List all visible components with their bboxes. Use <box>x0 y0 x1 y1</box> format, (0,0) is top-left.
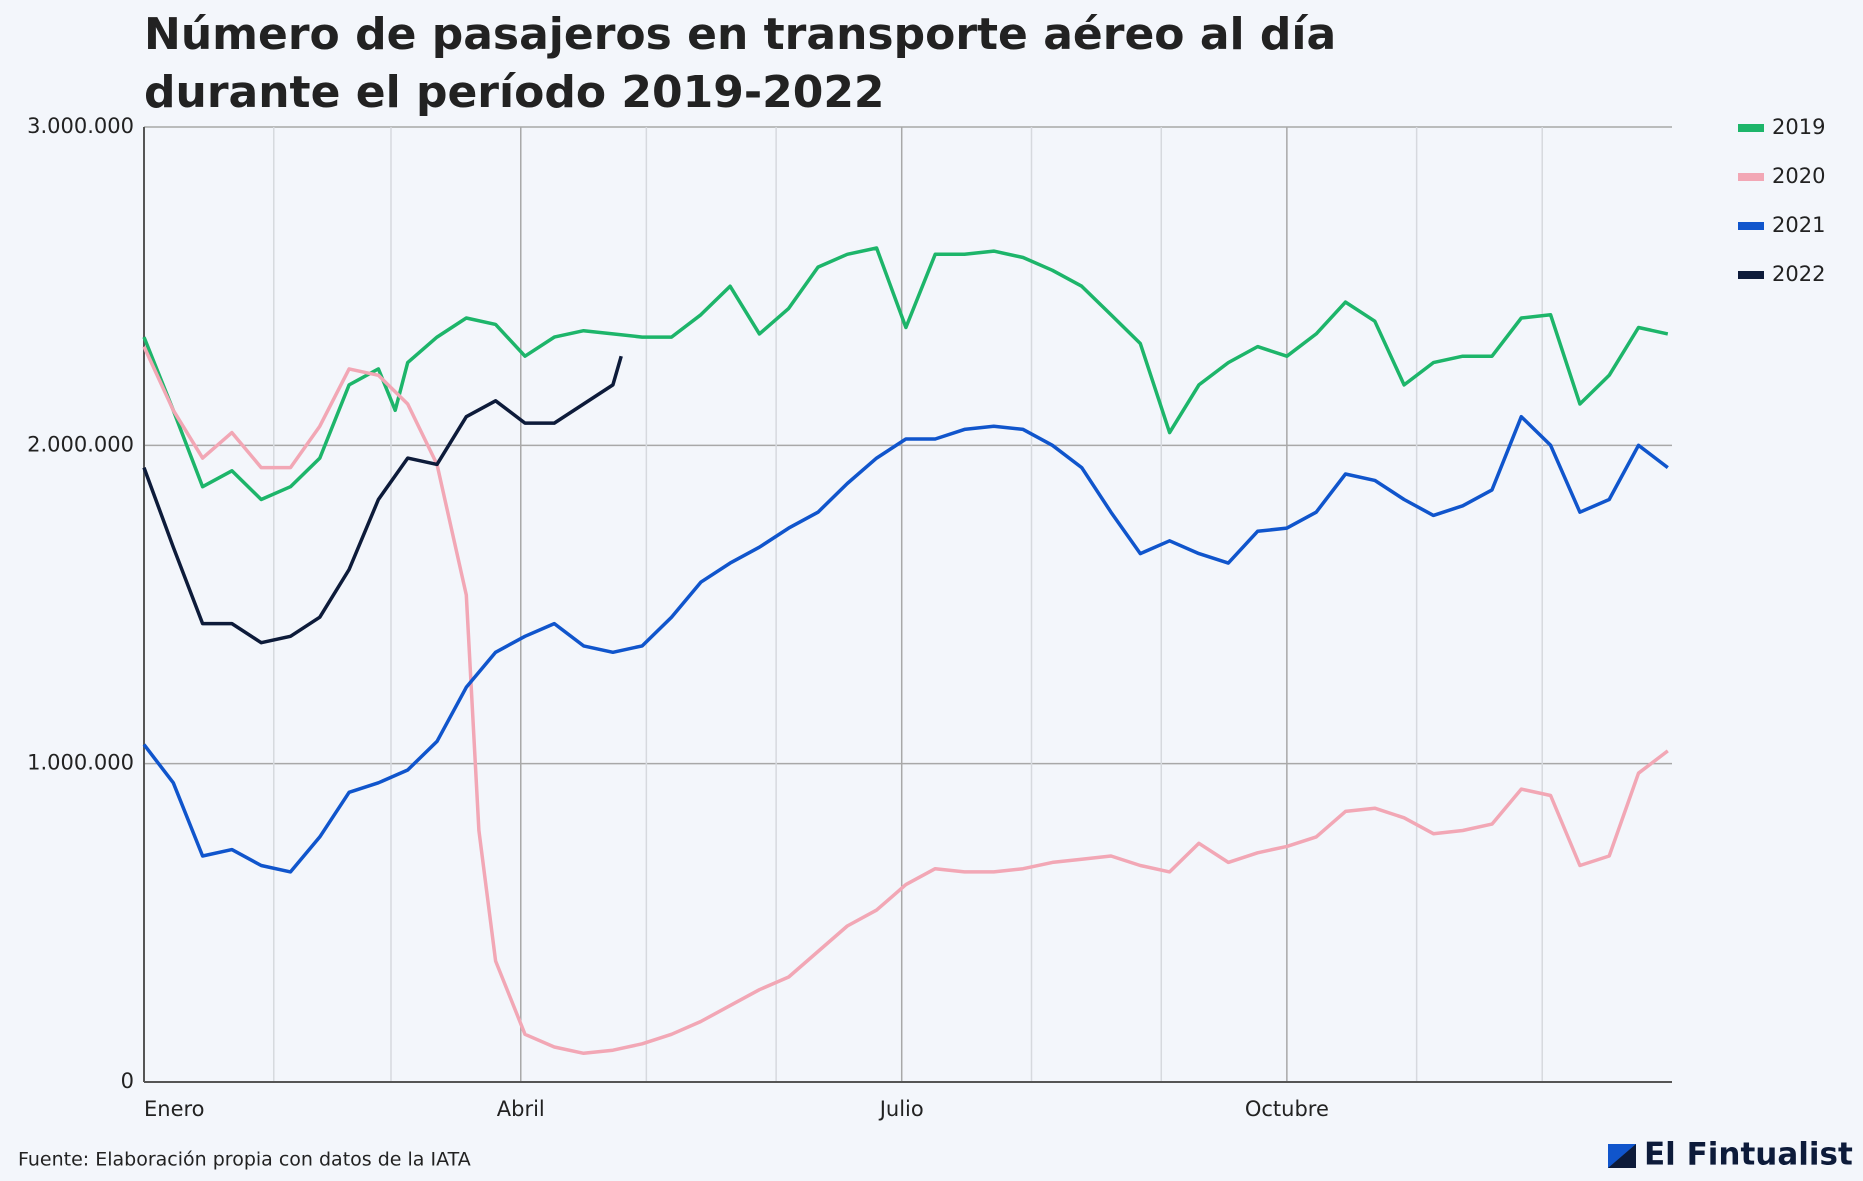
legend-swatch <box>1738 124 1764 132</box>
x-tick-label: Abril <box>497 1097 545 1121</box>
legend-label: 2022 <box>1772 262 1825 286</box>
y-tick-label: 2.000.000 <box>27 432 134 456</box>
legend-swatch <box>1738 222 1764 230</box>
x-tick-label: Julio <box>878 1097 924 1121</box>
legend-label: 2019 <box>1772 115 1825 139</box>
source: Fuente: Elaboración propia con datos de … <box>18 1149 471 1171</box>
y-tick-label: 0 <box>121 1069 134 1093</box>
chart-title: Número de pasajeros en transporte aéreo … <box>144 9 1337 118</box>
y-tick-label: 3.000.000 <box>27 114 134 138</box>
series-line <box>142 246 1669 502</box>
series-line <box>142 345 1669 1056</box>
legend-swatch <box>1738 271 1764 279</box>
legend-label: 2021 <box>1772 213 1825 237</box>
series-line <box>142 414 1669 874</box>
logo-shade <box>1608 1144 1636 1168</box>
y-tick-label: 1.000.000 <box>27 751 134 775</box>
x-tick-label: Octubre <box>1245 1097 1329 1121</box>
series-line <box>142 355 623 645</box>
brand: El Fintualist <box>1644 1137 1853 1173</box>
x-tick-label: Enero <box>144 1097 205 1121</box>
legend-swatch <box>1738 173 1764 181</box>
legend-label: 2020 <box>1772 164 1825 188</box>
